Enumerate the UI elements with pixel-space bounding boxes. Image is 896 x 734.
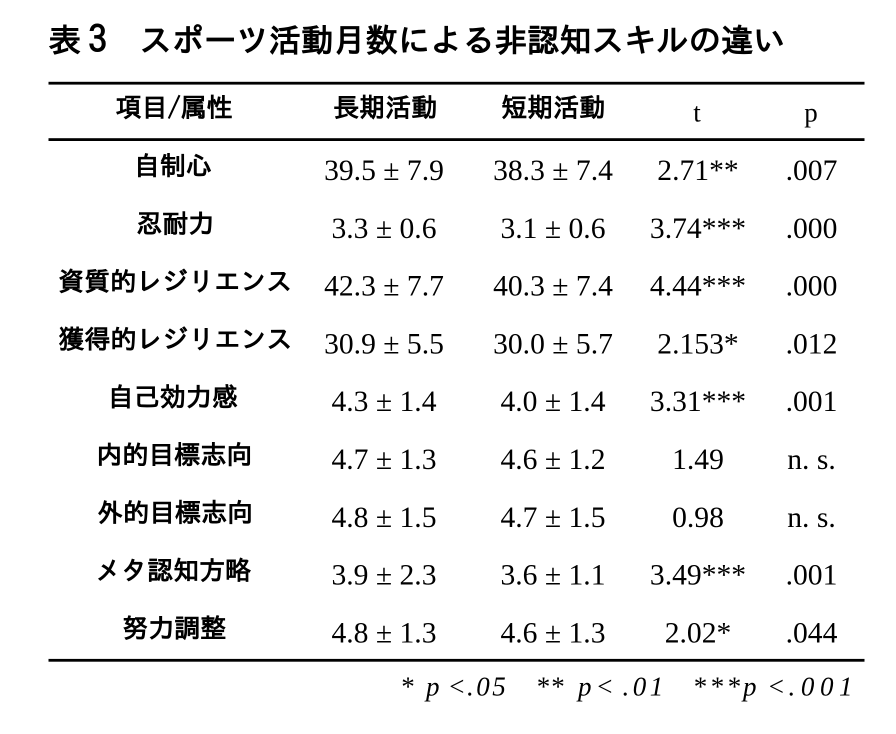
svg-text:.012: .012: [786, 328, 838, 360]
svg-text:.044: .044: [786, 617, 838, 649]
svg-text:30.0 ± 5.7: 30.0 ± 5.7: [493, 328, 613, 360]
svg-text:4.6 ± 1.2: 4.6 ± 1.2: [500, 444, 605, 476]
svg-text:2.71**: 2.71**: [657, 155, 738, 187]
svg-text:40.3 ± 7.4: 40.3 ± 7.4: [493, 271, 613, 303]
svg-text:2.02*: 2.02*: [665, 617, 732, 649]
svg-text:4.7 ± 1.3: 4.7 ± 1.3: [331, 444, 436, 476]
svg-text:4.8 ± 1.5: 4.8 ± 1.5: [331, 502, 436, 534]
svg-text:4.3 ± 1.4: 4.3 ± 1.4: [331, 386, 436, 418]
svg-text:.000: .000: [786, 213, 838, 245]
svg-text:2.153*: 2.153*: [657, 328, 738, 360]
svg-text:4.8 ± 1.3: 4.8 ± 1.3: [331, 617, 436, 649]
svg-text:**: **: [536, 672, 565, 702]
svg-text:.05: .05: [467, 672, 508, 702]
svg-text:.001: .001: [786, 386, 838, 418]
svg-text:3.49***: 3.49***: [650, 560, 746, 592]
svg-text:p: p: [741, 672, 757, 702]
svg-text:t: t: [693, 98, 701, 128]
svg-text:.001: .001: [786, 560, 838, 592]
svg-text:39.5 ± 7.9: 39.5 ± 7.9: [324, 155, 444, 187]
svg-text:p: p: [576, 672, 592, 702]
svg-text:4.7 ± 1.5: 4.7 ± 1.5: [500, 502, 605, 534]
svg-text:.01: .01: [623, 672, 667, 702]
svg-text:0.98: 0.98: [672, 502, 724, 534]
svg-text:<: <: [596, 672, 614, 702]
svg-text:n. s.: n. s.: [787, 502, 836, 534]
svg-text:3.3 ± 0.6: 3.3 ± 0.6: [331, 213, 436, 245]
svg-text:p: p: [424, 672, 440, 702]
svg-text:<: <: [767, 672, 785, 702]
svg-text:***: ***: [693, 672, 744, 702]
svg-text:3.1 ± 0.6: 3.1 ± 0.6: [500, 213, 605, 245]
svg-text:30.9 ± 5.5: 30.9 ± 5.5: [324, 328, 444, 360]
svg-text:4.6 ± 1.3: 4.6 ± 1.3: [500, 617, 605, 649]
svg-text:3.74***: 3.74***: [650, 213, 746, 245]
svg-text:.001: .001: [789, 672, 859, 702]
svg-text:*: *: [400, 672, 414, 702]
svg-text:1.49: 1.49: [672, 444, 724, 476]
svg-text:3.9 ± 2.3: 3.9 ± 2.3: [331, 560, 436, 592]
svg-text:42.3 ± 7.7: 42.3 ± 7.7: [324, 271, 444, 303]
svg-text:.007: .007: [786, 155, 838, 187]
svg-text:p: p: [804, 98, 818, 128]
svg-text:3.31***: 3.31***: [650, 386, 746, 418]
svg-text:3.6 ± 1.1: 3.6 ± 1.1: [500, 560, 605, 592]
svg-text:.000: .000: [786, 271, 838, 303]
svg-text:38.3 ± 7.4: 38.3 ± 7.4: [493, 155, 613, 187]
svg-text:<: <: [448, 672, 466, 702]
svg-text:4.0 ± 1.4: 4.0 ± 1.4: [500, 386, 605, 418]
svg-text:n. s.: n. s.: [787, 444, 836, 476]
svg-text:4.44***: 4.44***: [650, 271, 746, 303]
